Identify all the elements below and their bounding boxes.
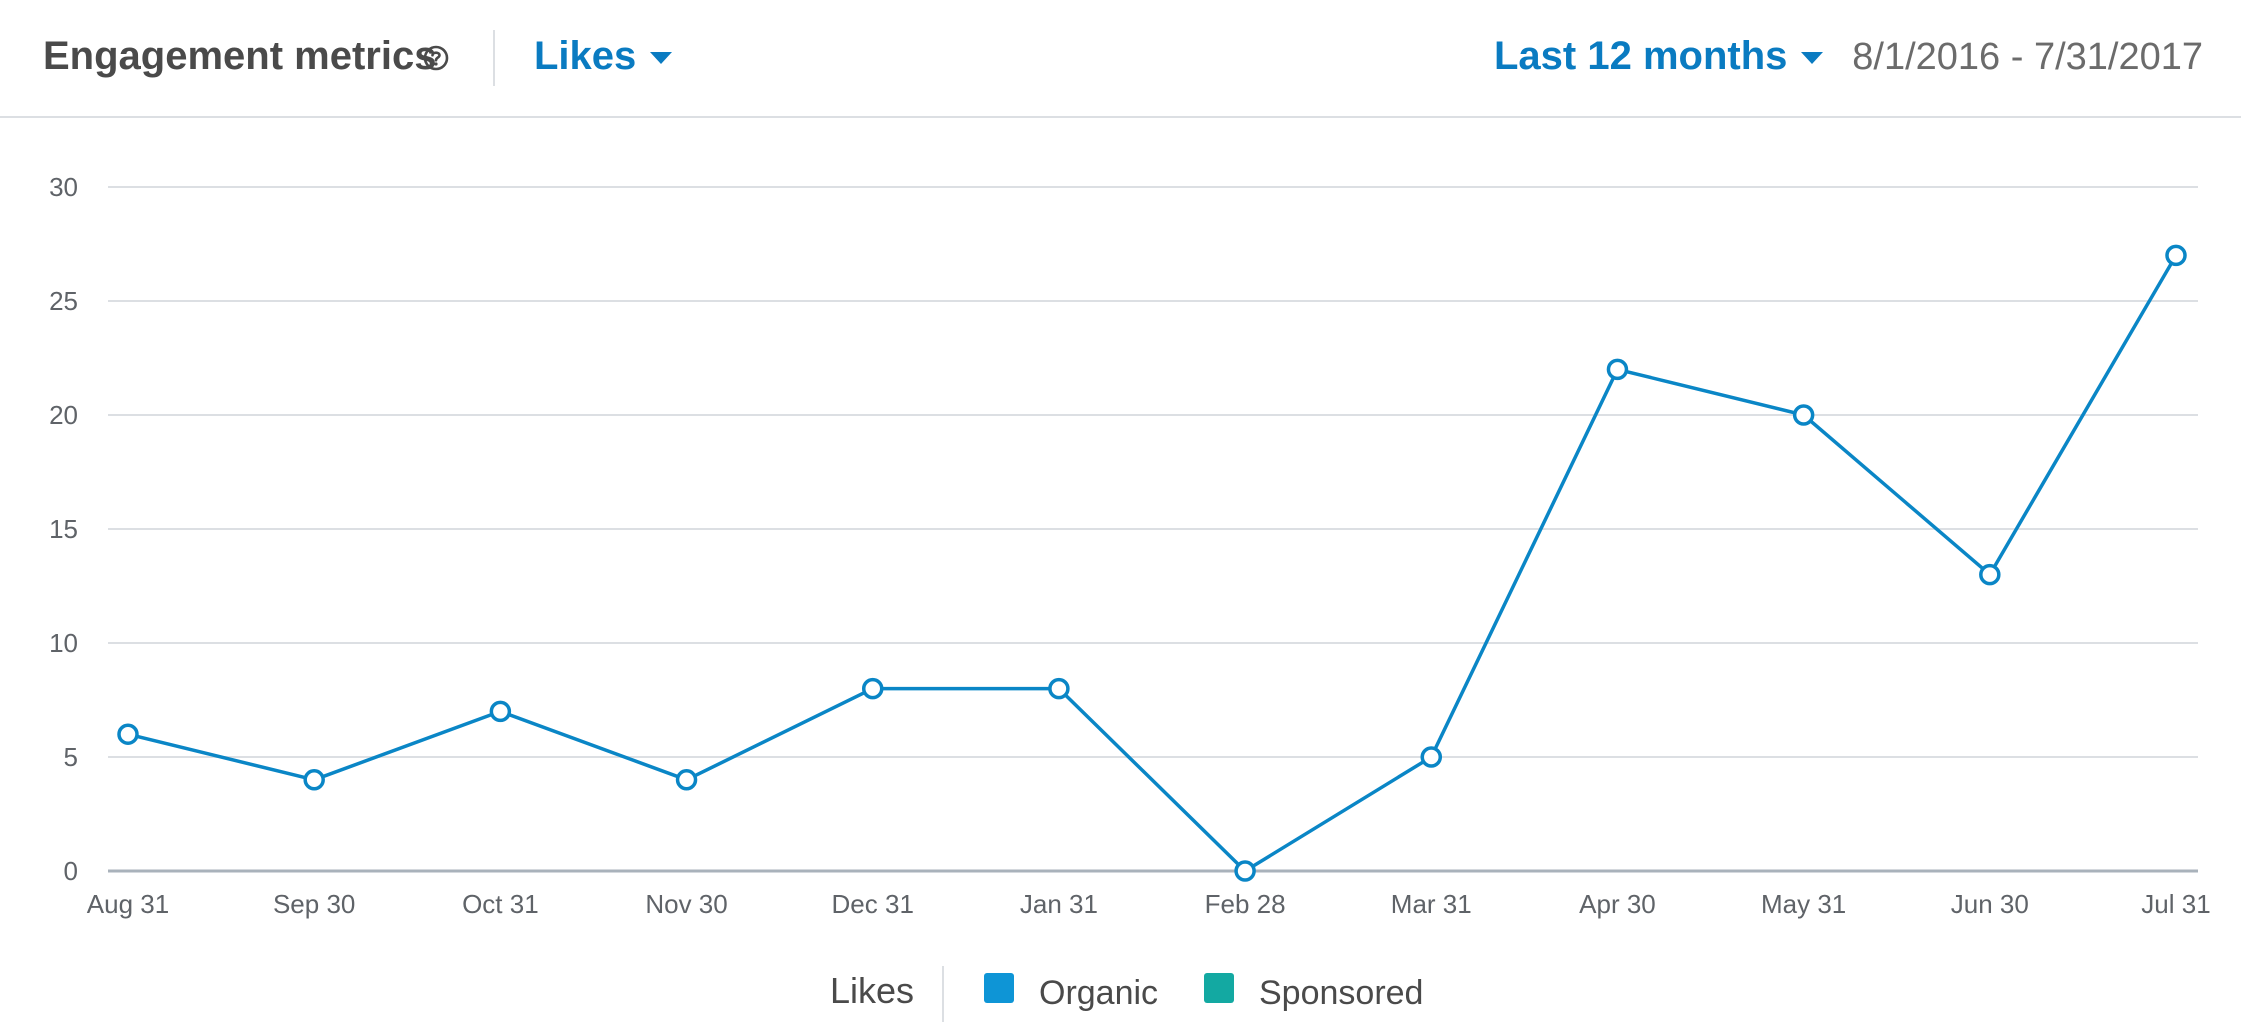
data-point: [117, 723, 139, 745]
line-chart: 0 5 10 15 20 25 30 Aug 31 Sep 30 Oct 31 Nov 30 Dec …: [49, 172, 2211, 919]
x-tick-label: Dec 31: [832, 889, 914, 919]
chevron-down-icon: [650, 52, 673, 65]
y-tick-label: 15: [49, 514, 78, 544]
data-point: [303, 769, 325, 791]
x-tick-label: Jun 30: [1951, 889, 2029, 919]
x-tick-label: May 31: [1761, 889, 1846, 919]
y-tick-label: 10: [49, 628, 78, 658]
data-point: [1979, 563, 2001, 586]
header-divider: [493, 30, 495, 86]
legend-label-sponsored[interactable]: Sponsored: [1259, 974, 1424, 1012]
chart-title: Engagement metrics: [43, 34, 437, 78]
x-tick-label: Mar 31: [1391, 889, 1472, 919]
x-tick-label: Apr 30: [1579, 889, 1656, 919]
date-range-dropdown[interactable]: Last 12 months: [1494, 34, 1824, 79]
date-range-text: 8/1/2016 - 7/31/2017: [1852, 36, 2203, 78]
y-tick-label: 0: [64, 856, 78, 886]
data-point: [1234, 860, 1256, 882]
date-range-dropdown-label: Last 12 months: [1494, 34, 1788, 78]
x-tick-label: Nov 30: [645, 889, 727, 919]
legend-title: Likes: [830, 970, 915, 1011]
chart-legend: Likes Organic Sponsored: [0, 960, 2241, 1036]
chart-header: Engagement metrics Likes Last 12 months …: [0, 0, 2241, 118]
y-tick-label: 30: [49, 172, 78, 202]
metric-dropdown[interactable]: Likes: [534, 34, 673, 79]
x-tick-label: Jul 31: [2141, 889, 2210, 919]
legend-divider: [942, 966, 944, 1022]
x-tick-label: Feb 28: [1205, 889, 1286, 919]
data-point: [2165, 244, 2187, 267]
x-tick-label: Aug 31: [87, 889, 169, 919]
x-tick-label: Sep 30: [273, 889, 355, 919]
x-tick-label: Oct 31: [462, 889, 539, 919]
data-point: [1420, 746, 1443, 768]
x-tick-label: Jan 31: [1020, 889, 1098, 919]
data-point: [861, 677, 884, 700]
y-tick-label: 25: [49, 286, 78, 316]
metric-dropdown-label: Likes: [534, 34, 637, 78]
data-point: [1792, 404, 1815, 426]
legend-swatch-organic[interactable]: [984, 973, 1014, 1003]
series-line: [127, 254, 2178, 873]
data-point: [1606, 358, 1629, 381]
y-tick-label: 20: [49, 400, 78, 430]
legend-label-organic[interactable]: Organic: [1039, 974, 1159, 1012]
y-tick-label: 5: [64, 742, 78, 772]
data-point: [1048, 677, 1070, 700]
chevron-down-icon: [1801, 52, 1824, 65]
legend-swatch-sponsored[interactable]: [1204, 973, 1234, 1003]
data-point: [675, 769, 698, 791]
help-icon[interactable]: [422, 44, 450, 72]
data-point: [489, 700, 512, 723]
